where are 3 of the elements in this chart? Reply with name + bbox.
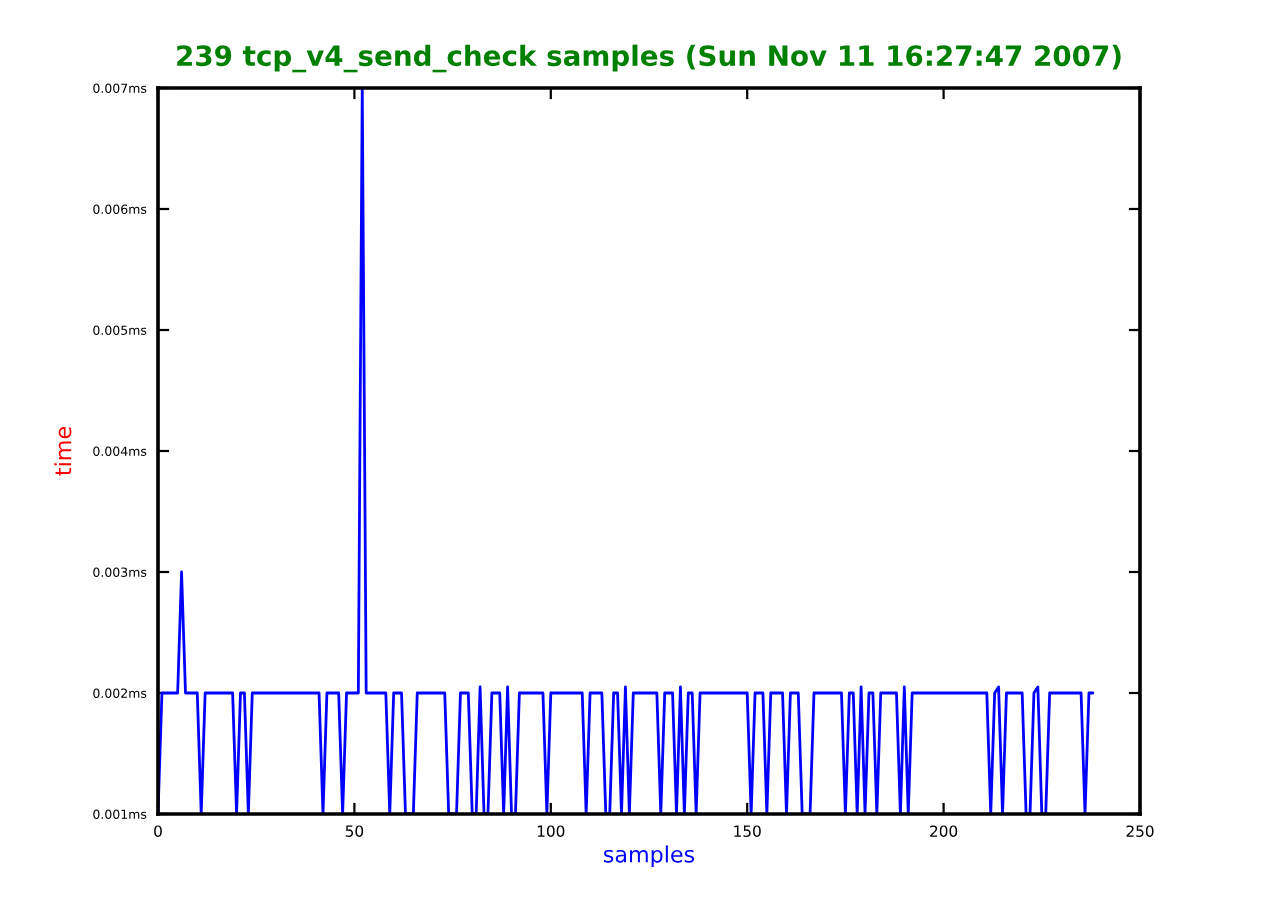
y-axis-title: time <box>54 427 72 476</box>
chart-title: 239 tcp_v4_send_check samples (Sun Nov 11 16:27:47 2007) <box>177 44 1121 73</box>
x-axis-title: samples <box>604 845 695 867</box>
